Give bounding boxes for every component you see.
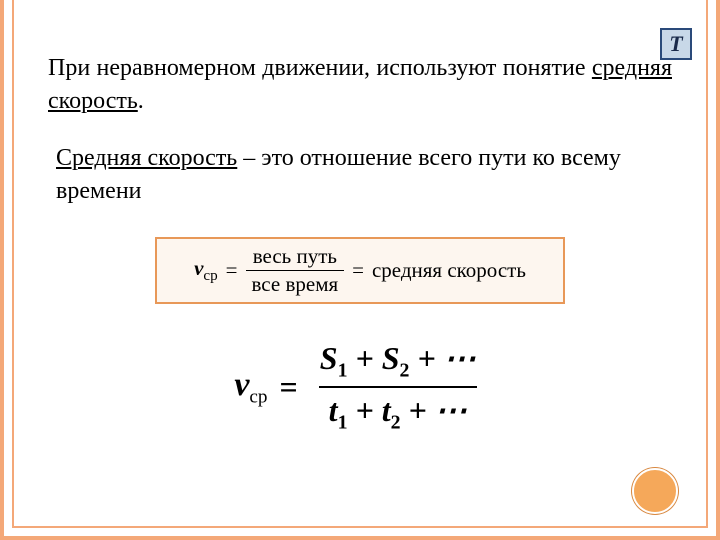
theory-badge-letter: Т: [669, 31, 682, 57]
slide-content: При неравномерном движении, используют п…: [0, 0, 720, 435]
symbolic-numerator: S1 + S2 + ⋯: [310, 340, 486, 386]
symbolic-fraction: S1 + S2 + ⋯ t1 + t2 + ⋯: [310, 340, 486, 434]
equals-3: =: [280, 369, 298, 406]
definition-term: Средняя скорость: [56, 145, 237, 171]
theory-badge: Т: [660, 28, 692, 60]
intro-paragraph: При неравномерном движении, используют п…: [48, 52, 672, 118]
equals-2: =: [352, 258, 364, 283]
word-rhs: средняя скорость: [372, 258, 526, 283]
word-formula: vср = весь путь все время = средняя скор…: [194, 245, 526, 296]
intro-prefix: При неравномерном движении, используют п…: [48, 55, 592, 81]
symbolic-formula-wrap: vср = S1 + S2 + ⋯ t1 + t2 + ⋯: [48, 340, 672, 434]
word-numerator: весь путь: [247, 245, 343, 270]
intro-suffix: .: [138, 88, 144, 114]
symbolic-formula: vср = S1 + S2 + ⋯ t1 + t2 + ⋯: [234, 340, 485, 434]
word-denominator: все время: [246, 270, 345, 296]
symbolic-denominator: t1 + t2 + ⋯: [319, 386, 477, 434]
word-formula-box: vср = весь путь все время = средняя скор…: [155, 237, 565, 304]
vcp-symbol-2: vср: [234, 366, 267, 408]
equals-1: =: [226, 258, 238, 283]
word-fraction: весь путь все время: [246, 245, 345, 296]
definition-paragraph: Средняя скорость – это отношение всего п…: [56, 142, 664, 207]
vcp-symbol: vср: [194, 256, 218, 285]
circle-decoration-icon: [632, 468, 678, 514]
